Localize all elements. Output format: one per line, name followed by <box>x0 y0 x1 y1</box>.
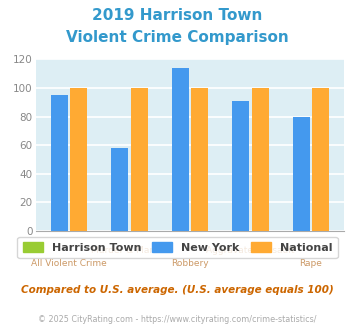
Bar <box>111 148 128 231</box>
Text: Robbery: Robbery <box>171 259 209 268</box>
Text: © 2025 CityRating.com - https://www.cityrating.com/crime-statistics/: © 2025 CityRating.com - https://www.city… <box>38 315 317 324</box>
Bar <box>312 88 329 231</box>
Bar <box>51 95 67 231</box>
Bar <box>293 116 310 231</box>
Bar <box>172 68 189 231</box>
Legend: Harrison Town, New York, National: Harrison Town, New York, National <box>17 237 338 258</box>
Bar <box>191 88 208 231</box>
Bar <box>232 101 249 231</box>
Bar <box>131 88 148 231</box>
Text: Murder & Mans...: Murder & Mans... <box>91 246 168 255</box>
Bar <box>252 88 269 231</box>
Text: All Violent Crime: All Violent Crime <box>31 259 107 268</box>
Bar <box>70 88 87 231</box>
Text: Violent Crime Comparison: Violent Crime Comparison <box>66 30 289 45</box>
Text: Aggravated Assault: Aggravated Assault <box>206 246 295 255</box>
Text: Rape: Rape <box>300 259 322 268</box>
Text: Compared to U.S. average. (U.S. average equals 100): Compared to U.S. average. (U.S. average … <box>21 285 334 295</box>
Text: 2019 Harrison Town: 2019 Harrison Town <box>92 8 263 23</box>
